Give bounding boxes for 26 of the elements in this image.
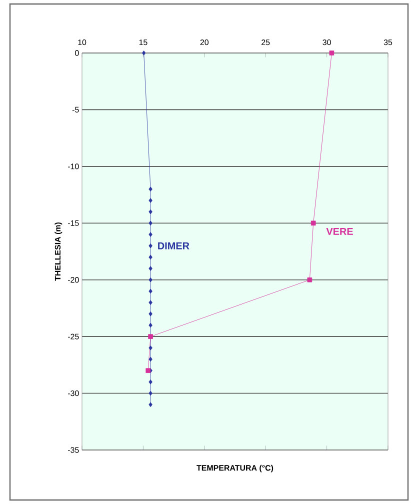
point xyxy=(148,277,152,282)
point xyxy=(148,232,152,237)
point xyxy=(148,334,153,339)
point xyxy=(148,186,152,192)
point xyxy=(148,254,152,260)
point xyxy=(148,209,152,214)
point xyxy=(148,322,152,328)
point xyxy=(148,380,152,384)
point xyxy=(307,277,312,282)
point xyxy=(148,356,152,362)
point xyxy=(148,390,152,396)
point xyxy=(148,243,152,248)
point xyxy=(148,311,152,316)
point xyxy=(310,220,316,226)
series-label: VERE xyxy=(326,228,353,235)
point xyxy=(148,198,152,203)
series-label: DIMER xyxy=(158,242,190,250)
point xyxy=(148,220,152,226)
point xyxy=(148,300,152,305)
point xyxy=(148,402,152,408)
point xyxy=(148,288,152,294)
point xyxy=(329,50,334,56)
point xyxy=(146,368,150,373)
point xyxy=(148,346,152,350)
point xyxy=(142,50,146,56)
point xyxy=(148,266,152,271)
